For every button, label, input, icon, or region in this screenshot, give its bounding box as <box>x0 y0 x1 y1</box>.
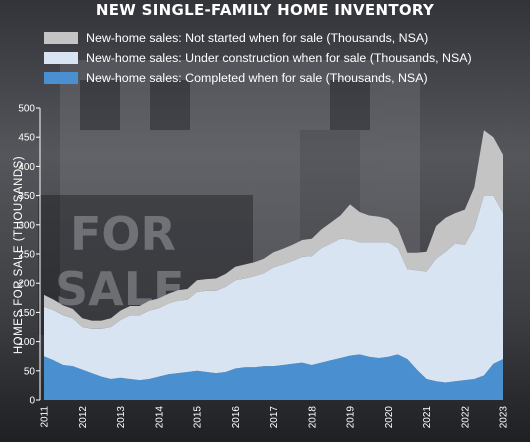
x-tick-label: 2012 <box>78 406 89 429</box>
x-tick-label: 2019 <box>346 406 357 429</box>
x-tick-label: 2015 <box>193 406 204 429</box>
y-tick-label: 250 <box>18 250 35 261</box>
y-tick-label: 150 <box>18 308 35 319</box>
y-tick-label: 100 <box>18 337 35 348</box>
area-series-1 <box>44 195 503 383</box>
x-tick-label: 2022 <box>460 406 471 429</box>
y-tick-label: 350 <box>18 191 35 202</box>
y-tick-label: 0 <box>29 396 35 407</box>
legend-label: New-home sales: Completed when for sale … <box>86 71 428 85</box>
x-tick-label: 2020 <box>384 406 395 429</box>
x-tick-label: 2011 <box>40 406 51 428</box>
legend-item-completed: New-home sales: Completed when for sale … <box>44 68 472 88</box>
y-tick-label: 300 <box>18 220 35 231</box>
y-ticks: 0 50 100 150 200 250 300 350 400 450 500 <box>18 104 40 407</box>
legend-item-not-started: New-home sales: Not started when for sal… <box>44 28 472 48</box>
legend-swatch <box>44 32 78 44</box>
area-series-0 <box>44 354 503 400</box>
x-tick-label: 2013 <box>116 406 127 429</box>
svg-text:FOR: FOR <box>70 207 176 261</box>
x-tick-label: 2023 <box>499 406 510 429</box>
legend-item-under-construction: New-home sales: Under construction when … <box>44 48 472 68</box>
legend-label: New-home sales: Under construction when … <box>86 51 472 65</box>
y-tick-label: 400 <box>18 162 35 173</box>
legend-swatch <box>44 52 78 64</box>
x-tick-label: 2018 <box>307 406 318 429</box>
legend-swatch <box>44 72 78 84</box>
y-tick-label: 500 <box>18 104 35 115</box>
y-tick-label: 200 <box>18 279 35 290</box>
x-tick-label: 2021 <box>422 406 433 429</box>
y-axis-label: HOMES FOR SALE (THOUSANDS) <box>13 155 25 355</box>
legend-label: New-home sales: Not started when for sal… <box>86 31 429 45</box>
stacked-areas <box>44 130 503 400</box>
x-tick-label: 2016 <box>231 406 242 429</box>
x-tick-label: 2017 <box>269 406 280 429</box>
x-tick-label: 2014 <box>154 406 165 429</box>
legend: New-home sales: Not started when for sal… <box>44 28 472 88</box>
chart-title: NEW SINGLE-FAMILY HOME INVENTORY <box>95 1 435 19</box>
y-tick-label: 450 <box>18 133 35 144</box>
y-tick-label: 50 <box>24 366 36 377</box>
x-ticks: 2011 2012 2013 2014 2015 2016 2017 2018 2019 2020… <box>40 406 510 429</box>
